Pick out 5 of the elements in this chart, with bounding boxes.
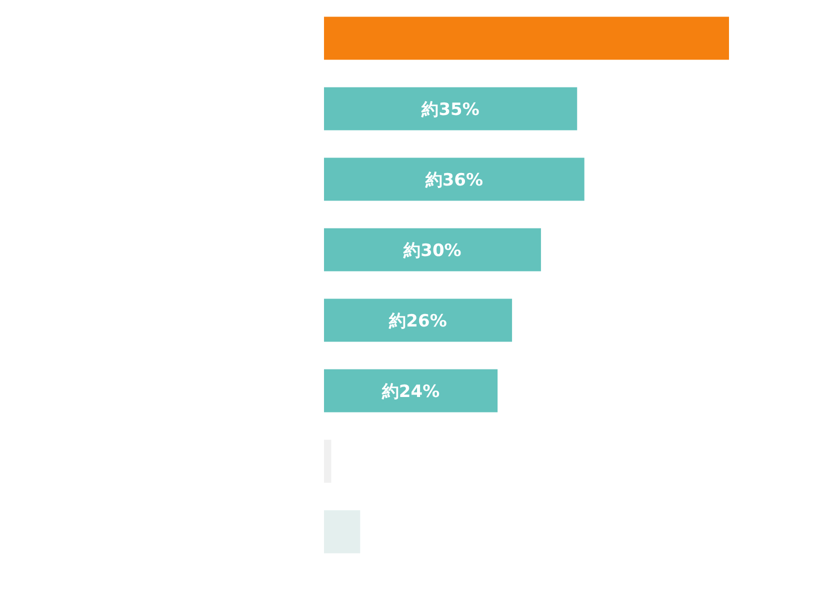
data-label: 約35% <box>420 100 480 120</box>
data-label: 約30% <box>402 240 462 261</box>
data-label: 約26% <box>388 311 447 332</box>
data-label: 約24% <box>380 382 440 402</box>
data-label: 約36% <box>424 170 484 190</box>
